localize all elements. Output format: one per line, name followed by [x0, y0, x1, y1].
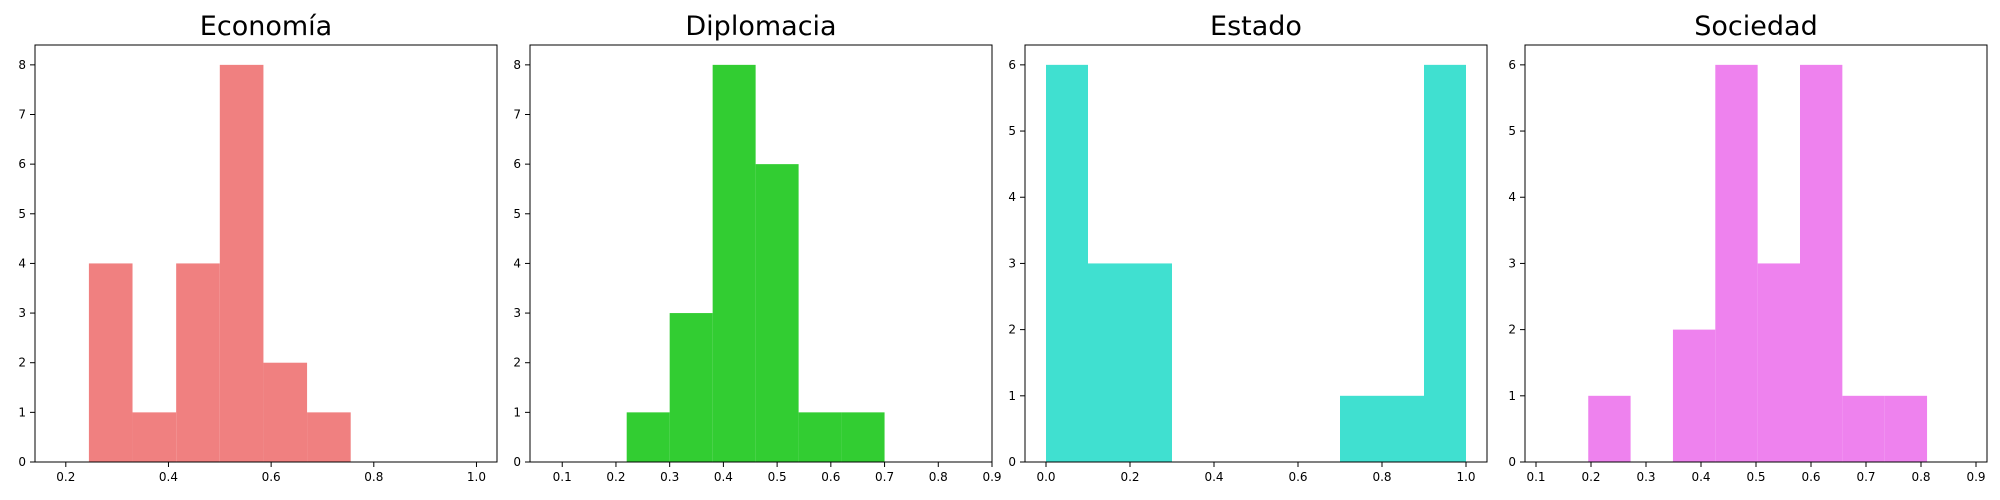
x-tick-label: 0.2	[56, 470, 75, 484]
histogram-bar	[132, 412, 177, 462]
y-tick-label: 0	[18, 455, 26, 469]
x-tick-label: 0.9	[982, 470, 1001, 484]
x-tick-label: 0.7	[1856, 470, 1875, 484]
histogram-bar	[1884, 395, 1928, 462]
x-tick-label: 0.9	[1966, 470, 1985, 484]
y-tick-label: 6	[513, 157, 521, 171]
x-tick-label: 0.5	[768, 470, 787, 484]
y-tick-label: 0	[513, 455, 521, 469]
histogram-bar	[1088, 263, 1130, 462]
y-tick-label: 1	[1508, 389, 1516, 403]
y-tick-label: 5	[18, 207, 26, 221]
subplot-title: Estado	[1210, 11, 1302, 42]
y-tick-label: 7	[18, 108, 26, 122]
x-tick-label: 0.4	[1691, 470, 1710, 484]
axes-frame	[34, 44, 498, 463]
histogram-bar	[1757, 263, 1800, 462]
histogram-bar	[626, 412, 670, 462]
subplot-title: Sociedad	[1694, 11, 1817, 42]
subplot-title: Economía	[200, 11, 332, 42]
axes-frame	[1024, 44, 1488, 463]
subplot-4: 0.1 0.2 0.3 0.4 0.5 0.6 0.7 0.8 0.9 0 1 2 3 4 5 6 Socied…	[1508, 11, 1988, 484]
x-tick-label: 0.6	[262, 470, 281, 484]
y-tick-label: 4	[18, 256, 26, 270]
histogram-bar	[1130, 263, 1172, 462]
x-tick-label: 0.7	[875, 470, 894, 484]
y-tick-label: 8	[18, 58, 26, 72]
histogram-bar	[1715, 64, 1758, 462]
y-tick-label: 5	[1008, 124, 1016, 138]
histogram-bar	[712, 64, 756, 462]
x-tick-label: 0.2	[1581, 470, 1600, 484]
y-tick-label: 2	[1008, 323, 1016, 337]
x-tick-label: 0.2	[606, 470, 625, 484]
y-tick-label: 2	[1508, 323, 1516, 337]
y-tick-label: 2	[513, 356, 521, 370]
subplot-1: 0.2 0.4 0.6 0.8 1.0 0 1 2 3 4 5 6 7 8 Economía	[18, 11, 498, 484]
subplot-3: 0.0 0.2 0.4 0.6 0.8 1.0 0 1 2 3 4 5 6 Estado	[1008, 11, 1488, 484]
x-tick-label: 0.4	[1204, 470, 1223, 484]
x-tick-label: 1.0	[467, 470, 486, 484]
histogram-bar	[219, 64, 264, 462]
x-tick-label: 0.6	[1288, 470, 1307, 484]
x-tick-label: 0.1	[553, 470, 572, 484]
x-tick-label: 0.6	[821, 470, 840, 484]
y-tick-label: 6	[1008, 58, 1016, 72]
y-tick-label: 3	[1508, 256, 1516, 270]
x-tick-label: 0.3	[660, 470, 679, 484]
x-tick-label: 0.0	[1036, 470, 1055, 484]
histogram-bar	[1046, 64, 1088, 462]
x-tick-label: 0.5	[1746, 470, 1765, 484]
histogram-bar	[1842, 395, 1885, 462]
histogram-bar	[1424, 64, 1466, 462]
x-tick-label: 1.0	[1456, 470, 1475, 484]
x-tick-label: 0.8	[1911, 470, 1930, 484]
histogram-bar	[307, 412, 351, 462]
histogram-bar	[755, 164, 799, 462]
y-tick-label: 3	[1008, 256, 1016, 270]
histogram-bar	[88, 263, 133, 462]
y-tick-label: 1	[1008, 389, 1016, 403]
y-tick-label: 4	[513, 256, 521, 270]
subplot-title: Diplomacia	[685, 11, 836, 42]
histogram-bar	[263, 362, 308, 462]
y-tick-label: 4	[1008, 190, 1016, 204]
x-tick-label: 0.4	[714, 470, 733, 484]
y-tick-label: 0	[1008, 455, 1016, 469]
x-tick-label: 0.6	[1801, 470, 1820, 484]
y-tick-label: 7	[513, 108, 521, 122]
axes-frame	[529, 44, 993, 463]
x-tick-label: 0.4	[159, 470, 178, 484]
histogram-bar	[841, 412, 885, 462]
x-tick-label: 0.3	[1636, 470, 1655, 484]
y-tick-label: 1	[513, 405, 521, 419]
y-tick-label: 4	[1508, 190, 1516, 204]
y-tick-label: 3	[18, 306, 26, 320]
y-tick-label: 3	[513, 306, 521, 320]
histogram-bar	[798, 412, 842, 462]
histogram-bar	[176, 263, 220, 462]
subplot-2: 0.1 0.2 0.3 0.4 0.5 0.6 0.7 0.8 0.9 0 1 2 3 4 5 6 7 8 Dipl…	[513, 11, 1001, 484]
histogram-bar	[1340, 395, 1382, 462]
y-tick-label: 6	[18, 157, 26, 171]
x-tick-label: 0.1	[1526, 470, 1545, 484]
y-tick-label: 1	[18, 405, 26, 419]
histogram-bar	[1672, 329, 1716, 462]
histogram-bar	[1382, 395, 1424, 462]
x-tick-label: 0.2	[1120, 470, 1139, 484]
histogram-bar	[669, 313, 713, 462]
histogram-bar	[1588, 395, 1631, 462]
y-tick-label: 6	[1508, 58, 1516, 72]
y-tick-label: 8	[513, 58, 521, 72]
y-tick-label: 0	[1508, 455, 1516, 469]
x-tick-label: 0.8	[929, 470, 948, 484]
x-tick-label: 0.8	[1372, 470, 1391, 484]
y-tick-label: 5	[1508, 124, 1516, 138]
x-tick-label: 0.8	[364, 470, 383, 484]
y-tick-label: 5	[513, 207, 521, 221]
y-tick-label: 2	[18, 356, 26, 370]
histogram-bar	[1800, 64, 1843, 462]
